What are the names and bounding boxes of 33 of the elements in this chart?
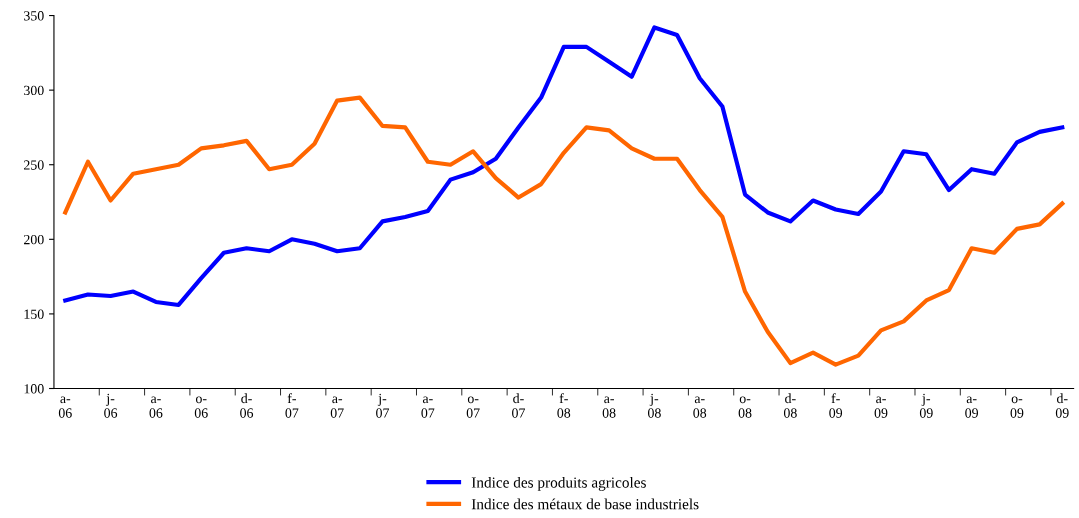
legend-label: Indice des métaux de base industriels [471, 498, 699, 510]
x-tick-label: o- 07 [466, 396, 480, 418]
x-tick-label: a- 07 [330, 396, 344, 418]
x-tick-label: o- 08 [738, 396, 752, 418]
x-tick-label: a- 08 [693, 396, 707, 418]
x-tick-label: j- 09 [919, 393, 933, 418]
x-tick-label: o- 09 [1010, 396, 1024, 418]
x-tick-label: a- 09 [874, 396, 888, 418]
x-tick-label: f- 07 [285, 393, 299, 418]
line-series [63, 25, 1065, 308]
y-tick-label: 250 [24, 160, 44, 170]
x-tick-label: a- 06 [149, 396, 163, 418]
line-series [63, 95, 1065, 367]
x-tick-label: f- 09 [829, 393, 843, 418]
x-tick-label: j- 08 [648, 393, 661, 418]
x-tick-label: f- 08 [557, 393, 571, 418]
x-tick-label: a- 08 [602, 396, 616, 418]
y-tick-label: 350 [24, 11, 44, 21]
x-tick-label: a- 06 [58, 396, 72, 418]
legend-label: Indice des produits agricoles [471, 476, 646, 491]
y-tick-label: 200 [24, 234, 44, 245]
x-tick-label: j- 07 [376, 393, 390, 418]
x-tick-label: d- 06 [240, 393, 254, 418]
x-tick-label: d- 09 [1055, 393, 1069, 418]
x-tick-label: o- 06 [194, 396, 208, 418]
x-tick-label: a- 07 [421, 396, 435, 418]
y-tick-label: 300 [24, 85, 44, 96]
y-tick-label: 150 [24, 309, 44, 319]
x-tick-label: d- 07 [512, 393, 525, 418]
x-tick-label: d- 08 [783, 393, 797, 418]
x-tick-label: j- 06 [104, 393, 118, 418]
x-tick-label: a- 09 [965, 396, 979, 418]
y-tick-label: 100 [24, 384, 44, 394]
